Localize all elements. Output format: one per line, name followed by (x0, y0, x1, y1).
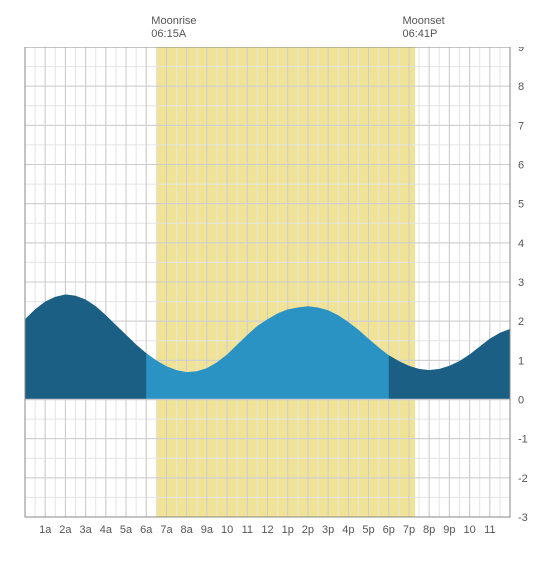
svg-text:3a: 3a (80, 524, 93, 536)
svg-text:6: 6 (518, 160, 524, 172)
svg-text:-3: -3 (518, 512, 528, 524)
svg-text:5p: 5p (362, 524, 374, 536)
svg-text:-1: -1 (518, 434, 528, 446)
svg-text:1a: 1a (39, 524, 52, 536)
svg-text:1p: 1p (282, 524, 294, 536)
svg-text:3: 3 (518, 277, 524, 289)
svg-text:11: 11 (242, 524, 253, 536)
svg-text:11: 11 (484, 524, 495, 536)
svg-text:12: 12 (261, 524, 273, 536)
svg-text:8p: 8p (423, 524, 435, 536)
moonrise-label: Moonrise 06:15A (151, 15, 196, 41)
svg-text:-2: -2 (518, 473, 528, 485)
svg-text:5a: 5a (120, 524, 133, 536)
svg-text:2: 2 (518, 316, 524, 328)
moon-labels: Moonrise 06:15A Moonset 06:41P (15, 15, 535, 47)
svg-text:4: 4 (518, 238, 524, 250)
svg-text:7: 7 (518, 120, 524, 132)
svg-text:2a: 2a (59, 524, 72, 536)
svg-text:7a: 7a (160, 524, 173, 536)
moonset-label: Moonset 06:41P (402, 15, 444, 41)
svg-text:10: 10 (463, 524, 475, 536)
svg-text:5: 5 (518, 199, 524, 211)
svg-text:4p: 4p (342, 524, 354, 536)
svg-text:9a: 9a (201, 524, 214, 536)
svg-text:7p: 7p (403, 524, 415, 536)
svg-text:1: 1 (518, 355, 524, 367)
chart-svg: -3-2-101234567891a2a3a4a5a6a7a8a9a101112… (15, 47, 535, 547)
svg-text:3p: 3p (322, 524, 334, 536)
svg-text:0: 0 (518, 395, 524, 407)
svg-text:2p: 2p (302, 524, 314, 536)
moonrise-time: 06:15A (151, 28, 196, 41)
svg-text:4a: 4a (100, 524, 113, 536)
svg-text:6a: 6a (140, 524, 153, 536)
svg-text:9: 9 (518, 47, 524, 54)
tide-chart: Moonrise 06:15A Moonset 06:41P -3-2-1012… (15, 15, 535, 547)
svg-text:9p: 9p (443, 524, 455, 536)
svg-text:8: 8 (518, 81, 524, 93)
moonrise-title: Moonrise (151, 15, 196, 28)
svg-text:6p: 6p (383, 524, 395, 536)
svg-text:8a: 8a (181, 524, 194, 536)
moonset-time: 06:41P (402, 28, 444, 41)
moonset-title: Moonset (402, 15, 444, 28)
svg-text:10: 10 (221, 524, 233, 536)
